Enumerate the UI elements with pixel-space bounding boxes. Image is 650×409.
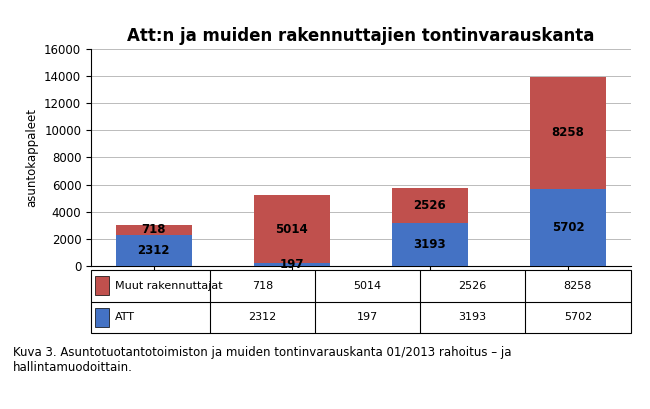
Bar — [254, 263, 330, 266]
Text: Muut rakennuttajat: Muut rakennuttajat — [115, 281, 223, 291]
Text: 5014: 5014 — [354, 281, 382, 291]
Text: 2526: 2526 — [413, 199, 446, 212]
Text: 8258: 8258 — [564, 281, 592, 291]
Text: Kuva 3. Asuntotuotantotoimiston ja muiden tontinvarauskanta 01/2013 rahoitus – j: Kuva 3. Asuntotuotantotoimiston ja muide… — [13, 346, 512, 373]
Text: 2312: 2312 — [248, 312, 276, 322]
Text: 718: 718 — [252, 281, 273, 291]
Text: 3193: 3193 — [459, 312, 487, 322]
Bar — [392, 222, 468, 266]
Text: ATT: ATT — [115, 312, 135, 322]
Text: 8258: 8258 — [552, 126, 584, 139]
Text: 197: 197 — [357, 312, 378, 322]
FancyBboxPatch shape — [96, 276, 109, 295]
Text: 5702: 5702 — [552, 221, 584, 234]
Bar — [116, 225, 192, 234]
Text: 718: 718 — [141, 223, 166, 236]
Bar — [392, 189, 468, 222]
Bar — [530, 189, 606, 266]
Title: Att:n ja muiden rakennuttajien tontinvarauskanta: Att:n ja muiden rakennuttajien tontinvar… — [127, 27, 595, 45]
Text: 197: 197 — [280, 258, 304, 271]
FancyBboxPatch shape — [96, 308, 109, 327]
Text: 5014: 5014 — [276, 223, 308, 236]
Text: 2312: 2312 — [137, 244, 170, 257]
Text: 5702: 5702 — [564, 312, 592, 322]
Bar — [254, 195, 330, 263]
Text: 2526: 2526 — [458, 281, 487, 291]
Y-axis label: asuntokappaleet: asuntokappaleet — [25, 108, 38, 207]
Bar — [116, 234, 192, 266]
Bar — [530, 77, 606, 189]
Text: 3193: 3193 — [413, 238, 446, 251]
